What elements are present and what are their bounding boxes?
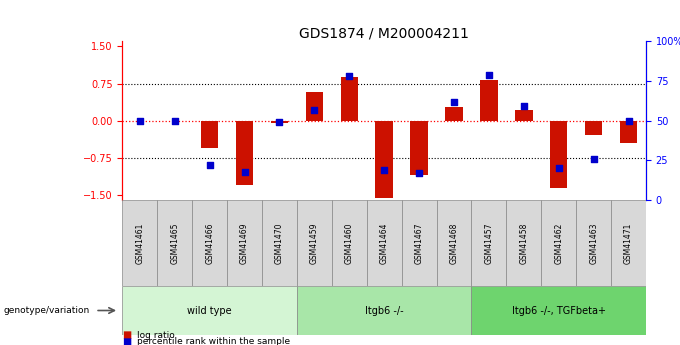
Text: GSM41468: GSM41468 <box>449 223 458 264</box>
Text: GSM41469: GSM41469 <box>240 223 249 264</box>
Bar <box>402 200 437 286</box>
Bar <box>619 121 637 143</box>
Text: GSM41465: GSM41465 <box>170 223 180 264</box>
Text: GSM41464: GSM41464 <box>379 223 389 264</box>
Point <box>204 162 215 168</box>
Point <box>135 118 146 124</box>
Bar <box>541 200 576 286</box>
Point <box>588 156 599 161</box>
Bar <box>471 200 507 286</box>
Text: GSM41462: GSM41462 <box>554 223 563 264</box>
Bar <box>611 200 646 286</box>
Text: GSM41459: GSM41459 <box>310 223 319 264</box>
Bar <box>437 200 471 286</box>
Point <box>623 118 634 124</box>
Text: GSM41466: GSM41466 <box>205 223 214 264</box>
Bar <box>480 80 498 121</box>
Text: GSM41470: GSM41470 <box>275 223 284 264</box>
Text: GSM41460: GSM41460 <box>345 223 354 264</box>
Bar <box>297 286 471 335</box>
Point <box>169 118 180 124</box>
Bar <box>297 200 332 286</box>
Text: wild type: wild type <box>188 306 232 315</box>
Bar <box>550 121 567 188</box>
Text: Itgb6 -/-, TGFbeta+: Itgb6 -/-, TGFbeta+ <box>512 306 606 315</box>
Bar <box>515 110 532 121</box>
Point <box>379 167 390 173</box>
Bar <box>411 121 428 175</box>
Bar <box>305 92 323 121</box>
Point <box>413 170 424 176</box>
Text: GSM41471: GSM41471 <box>624 223 633 264</box>
Point <box>274 120 285 125</box>
Bar <box>271 121 288 123</box>
Point <box>483 72 494 78</box>
Bar <box>341 77 358 121</box>
Bar <box>201 121 218 148</box>
Point <box>449 99 460 105</box>
Text: GSM41457: GSM41457 <box>484 223 494 264</box>
Point <box>554 166 564 171</box>
Bar <box>375 121 393 198</box>
Bar <box>122 286 297 335</box>
Bar <box>367 200 402 286</box>
Point <box>518 104 529 109</box>
Text: GSM41463: GSM41463 <box>589 223 598 264</box>
Bar <box>585 121 602 135</box>
Point <box>344 73 355 79</box>
Bar <box>192 200 227 286</box>
Bar <box>576 200 611 286</box>
Bar <box>157 200 192 286</box>
Bar <box>445 107 462 121</box>
Bar <box>262 200 297 286</box>
Bar <box>122 200 157 286</box>
Text: ■: ■ <box>122 331 132 340</box>
Bar <box>332 200 367 286</box>
Text: log ratio: log ratio <box>137 331 175 340</box>
Point <box>309 107 320 112</box>
Text: GSM41467: GSM41467 <box>415 223 424 264</box>
Text: ■: ■ <box>122 337 132 345</box>
Bar <box>507 200 541 286</box>
Text: percentile rank within the sample: percentile rank within the sample <box>137 337 290 345</box>
Text: GSM41461: GSM41461 <box>135 223 144 264</box>
Text: Itgb6 -/-: Itgb6 -/- <box>365 306 403 315</box>
Bar <box>471 286 646 335</box>
Text: genotype/variation: genotype/variation <box>3 306 90 315</box>
Text: GSM41458: GSM41458 <box>520 223 528 264</box>
Bar <box>236 121 253 185</box>
Title: GDS1874 / M200004211: GDS1874 / M200004211 <box>299 26 469 40</box>
Point <box>239 169 250 174</box>
Bar <box>227 200 262 286</box>
